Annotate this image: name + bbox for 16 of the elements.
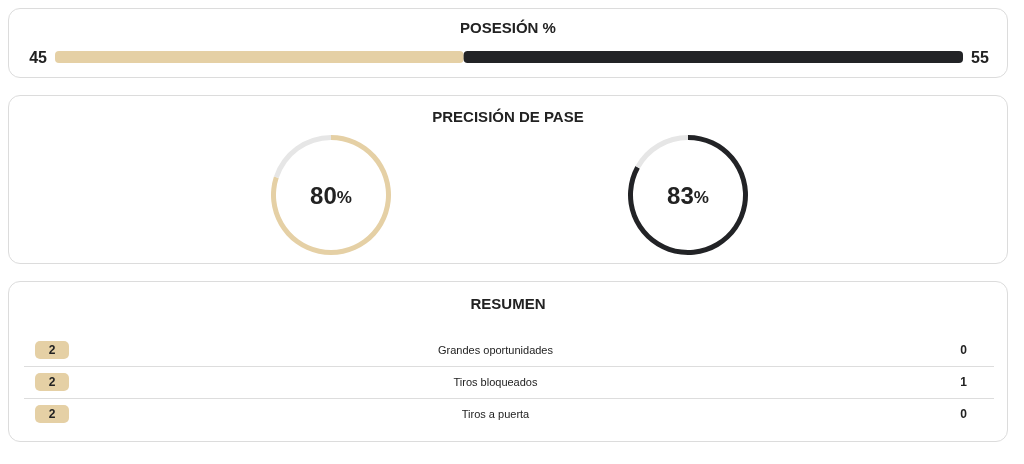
data-label: 0 <box>959 406 968 424</box>
category-label: Grandes oportunidades <box>104 334 887 366</box>
data-label: 83% <box>667 181 709 209</box>
data-label: 0 <box>887 334 994 366</box>
data-label: 2 <box>35 405 69 424</box>
chart-title: POSESIÓN % <box>459 19 557 36</box>
data-label: 80% <box>310 181 352 209</box>
category-label: Tiros bloqueados <box>104 366 887 398</box>
data-label: 55 <box>971 48 989 66</box>
data-label: 1 <box>887 366 994 398</box>
data-label: 45 <box>29 48 48 66</box>
text: PRECISIÓN DE PASE <box>431 108 585 125</box>
category-label: Tiros a puerta <box>460 407 531 423</box>
data-label: 2 <box>35 373 69 391</box>
data-label: 2 <box>35 340 69 359</box>
text: RESUMEN <box>469 295 547 312</box>
